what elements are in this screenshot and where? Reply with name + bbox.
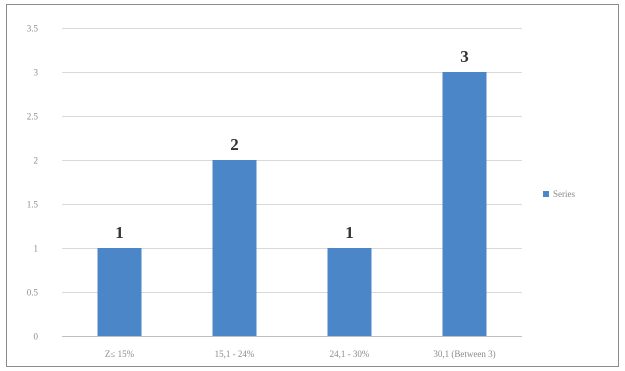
y-tick-label: 3.5 bbox=[27, 24, 39, 34]
data-label: 1 bbox=[115, 223, 124, 242]
legend-label: Series bbox=[553, 189, 575, 199]
bar bbox=[212, 160, 257, 336]
category-labels: Z≤ 15% 15,1 - 24% 24,1 - 30% 30,1 (Between … bbox=[105, 349, 496, 359]
y-tick-label: 3 bbox=[34, 68, 39, 78]
x-category-label: 15,1 - 24% bbox=[215, 349, 255, 359]
bar bbox=[442, 72, 487, 336]
y-tick-label: 0.5 bbox=[27, 288, 39, 298]
y-tick-label: 1.5 bbox=[27, 200, 39, 210]
data-label: 3 bbox=[460, 47, 469, 66]
data-labels: 1 2 1 3 bbox=[115, 47, 469, 242]
x-category-label: 24,1 - 30% bbox=[330, 349, 370, 359]
bars bbox=[97, 72, 487, 336]
legend: Series bbox=[543, 189, 575, 199]
chart-border bbox=[6, 4, 619, 367]
legend-swatch bbox=[543, 191, 549, 197]
y-tick-label: 1 bbox=[34, 244, 39, 254]
data-label: 1 bbox=[345, 223, 354, 242]
x-category-label: 30,1 (Between 3) bbox=[433, 349, 495, 359]
y-tick-label: 2 bbox=[34, 156, 39, 166]
y-tick-label: 0 bbox=[34, 332, 39, 342]
data-label: 2 bbox=[230, 135, 239, 154]
y-axis-ticks: 0 0.5 1 1.5 2 2.5 3 3.5 bbox=[27, 24, 39, 342]
bar bbox=[327, 248, 372, 336]
x-category-label: Z≤ 15% bbox=[105, 349, 135, 359]
bar bbox=[97, 248, 142, 336]
y-tick-label: 2.5 bbox=[27, 112, 39, 122]
